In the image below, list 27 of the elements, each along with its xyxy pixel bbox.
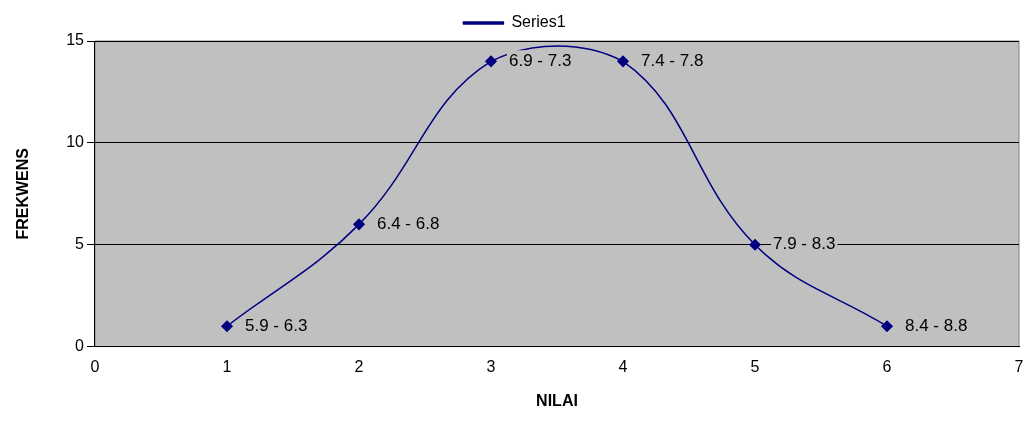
x-tick-label: 7 [1014,357,1024,375]
annotation: 5.9 - 6.3 [245,315,308,335]
x-tick-label: 4 [618,357,628,375]
annotation: 7.9 - 8.3 [773,234,836,254]
x-tick-label: 1 [222,357,232,375]
annotation: 6.9 - 7.3 [509,51,572,71]
point [221,320,233,332]
x-tick-label: 2 [354,357,364,375]
point [485,55,497,68]
x-tick-label: 0 [90,357,100,375]
annotation: 6.4 - 6.8 [377,214,440,234]
x-tick-label: 5 [750,357,760,375]
x-tick-label: 6 [882,357,892,375]
y-axis-title: FREKWENS [14,147,32,240]
y-tick-label: 0 [75,337,85,355]
y-tick-label: 5 [75,235,85,253]
annotation: 8.4 - 8.8 [905,315,968,335]
point [749,238,761,251]
y-tick-label: 10 [66,133,85,151]
point [617,55,629,68]
annotation: 7.4 - 7.8 [641,51,704,71]
x-axis-title: NILAI [536,391,578,409]
x-tick-label: 3 [486,357,496,375]
point [353,218,365,231]
legend-label: Series1 [511,13,566,31]
point [881,320,893,332]
y-tick-label: 15 [66,31,85,49]
